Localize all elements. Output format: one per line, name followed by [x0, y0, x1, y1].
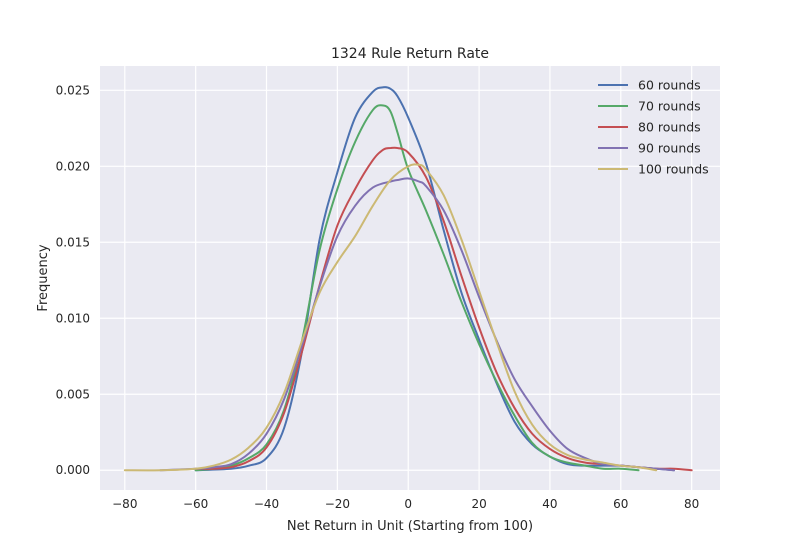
- y-tick-label: 0.010: [56, 311, 90, 325]
- y-tick-label: 0.005: [56, 387, 90, 401]
- series-line-90-rounds: [159, 177, 675, 472]
- y-tick-label: 0.020: [56, 159, 90, 173]
- x-tick-label: 0: [404, 497, 412, 511]
- y-tick-label: 0.025: [56, 83, 90, 97]
- x-tick-label: −20: [325, 497, 350, 511]
- y-axis-label: Frequency: [36, 244, 51, 311]
- legend: 60 rounds 70 rounds 80 rounds 90 rounds 100 …: [598, 78, 709, 177]
- series-lines: [123, 86, 693, 472]
- x-tick-label: −60: [183, 497, 208, 511]
- x-tick-label: 20: [471, 497, 486, 511]
- legend-label-70-rounds: 70 rounds: [638, 99, 701, 114]
- x-tick-label: −40: [254, 497, 279, 511]
- legend-label-60-rounds: 60 rounds: [638, 78, 701, 93]
- y-tick-label: 0.015: [56, 235, 90, 249]
- chart-title: 1324 Rule Return Rate: [331, 46, 489, 62]
- plot-area: [100, 66, 720, 490]
- x-tick-label: −80: [112, 497, 137, 511]
- series-line-100-rounds: [123, 163, 658, 472]
- x-axis-ticks: −80 −60 −40 −20 0 20 40 60 80: [112, 497, 699, 511]
- x-tick-label: 80: [684, 497, 699, 511]
- x-axis-label: Net Return in Unit (Starting from 100): [287, 519, 533, 534]
- y-axis-ticks: 0.000 0.005 0.010 0.015 0.020 0.025: [56, 83, 90, 477]
- legend-label-80-rounds: 80 rounds: [638, 120, 701, 135]
- x-tick-label: 60: [613, 497, 628, 511]
- legend-label-90-rounds: 90 rounds: [638, 141, 701, 156]
- legend-label-100-rounds: 100 rounds: [638, 162, 709, 177]
- series-line-70-rounds: [194, 104, 640, 472]
- y-tick-label: 0.000: [56, 463, 90, 477]
- x-tick-label: 40: [542, 497, 557, 511]
